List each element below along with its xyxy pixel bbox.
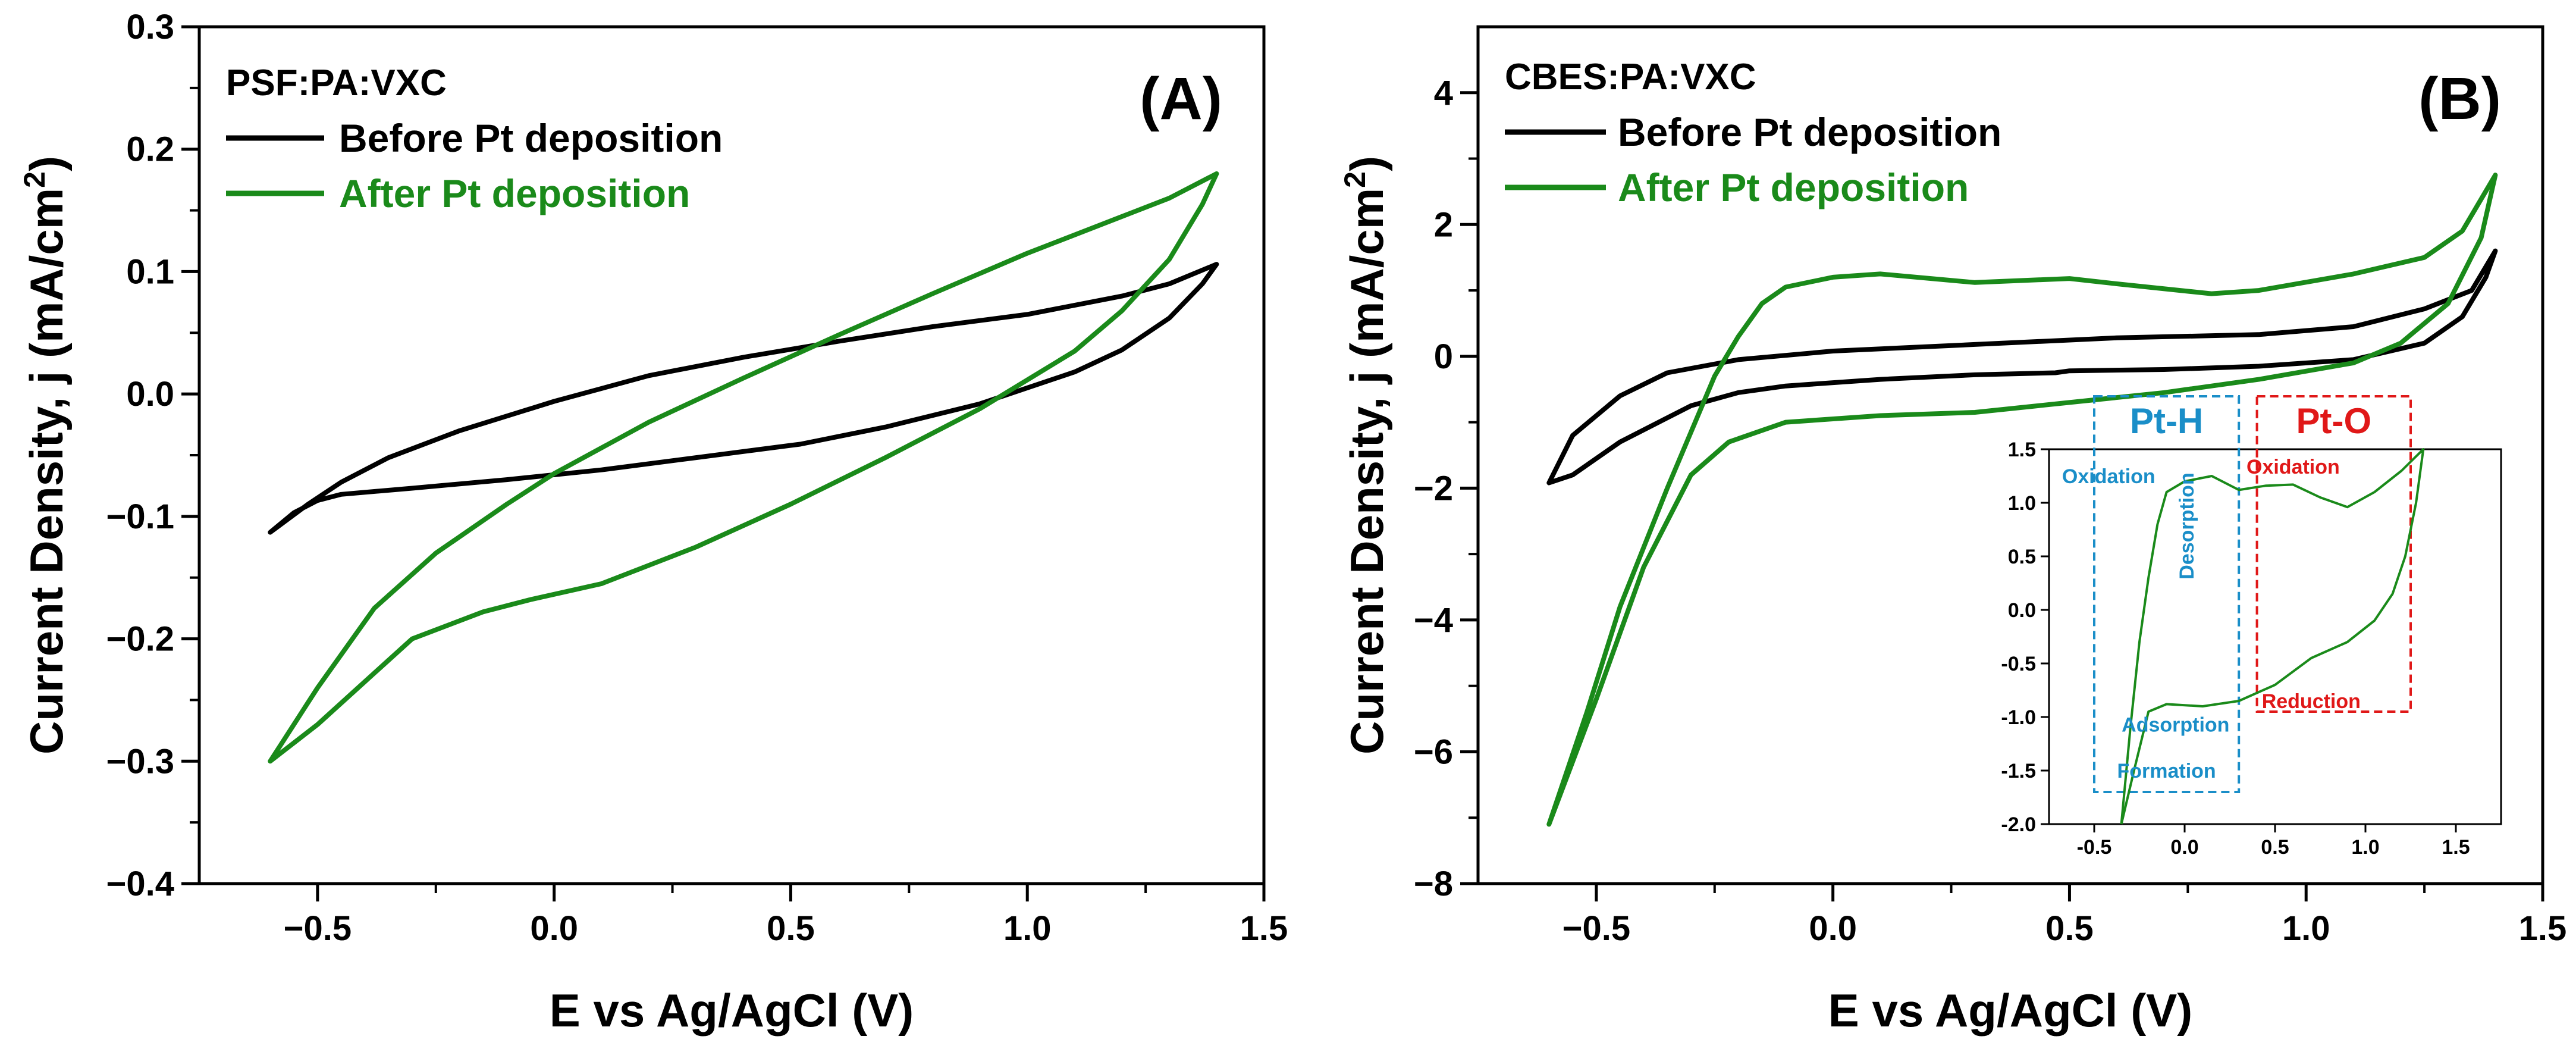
inset-y-tick-label: 0.5: [2008, 546, 2036, 568]
panel-b-legend: Before Pt deposition After Pt deposition: [1505, 110, 2001, 209]
series-after-line: [268, 171, 1219, 764]
panel-a-y-ticks: −0.4 −0.3 −0.2 −0.1 0.0 0.1 0.2 0.3: [106, 8, 199, 903]
x-tick-label: 0.0: [1809, 909, 1857, 948]
y-tick-label: −4: [1414, 601, 1453, 640]
y-tick-label: 0.1: [126, 252, 174, 291]
y-tick-label: 4: [1434, 74, 1453, 112]
panel-b: −0.5 0.0 0.5 1.0 1.5 −8 −6 −4 −2 0 2 4 (B) CBES:PA…: [1338, 25, 2567, 1037]
inset-y-tick-label: 0.0: [2008, 599, 2036, 622]
panel-b-legend-before-label: Before Pt deposition: [1618, 110, 2001, 154]
inset-x-tick-label: 1.0: [2351, 836, 2379, 859]
x-tick-label: 0.0: [530, 909, 578, 948]
y-tick-label: 2: [1434, 205, 1453, 244]
x-tick-label: 0.5: [767, 909, 815, 948]
panel-a-legend-before-label: Before Pt deposition: [339, 116, 723, 160]
inset-y-tick-label: -2.0: [2001, 813, 2036, 836]
y-tick-label: −0.1: [106, 497, 175, 536]
inset-y-tick-label: -0.5: [2001, 653, 2036, 675]
panel-a-y-axis-title-sup: 2: [18, 171, 51, 188]
x-tick-label: 1.5: [2519, 909, 2567, 948]
inset-plot-frame: [2048, 448, 2502, 825]
series-after-line: [1546, 173, 2498, 827]
inset-x-tick-label: 1.5: [2442, 836, 2470, 859]
y-tick-label: −0.4: [106, 865, 175, 903]
inset-x-tick-label: 0.5: [2261, 836, 2289, 859]
inset-annotation: Oxidation: [2062, 465, 2155, 488]
panel-b-sample-label: CBES:PA:VXC: [1505, 57, 1756, 98]
panel-a-y-axis-title: Current Density, j (mA/cm2): [18, 156, 73, 754]
panel-a-legend-after-label: After Pt deposition: [339, 171, 690, 215]
panel-a-legend: Before Pt deposition After Pt deposition: [226, 116, 723, 215]
inset-annotation: Adsorption: [2122, 714, 2229, 737]
inset-y-tick-label: -1.5: [2001, 760, 2036, 782]
pth-region-label: Pt-H: [2130, 401, 2203, 441]
panel-b-label: (B): [2418, 65, 2501, 132]
x-tick-label: 1.0: [2282, 909, 2330, 948]
x-tick-label: −0.5: [284, 909, 352, 948]
y-tick-label: −2: [1414, 469, 1453, 508]
pto-region-label: Pt-O: [2296, 401, 2371, 441]
inset-x-tick-label: -0.5: [2077, 836, 2112, 859]
series-before-line: [1546, 248, 2498, 486]
panel-b-x-ticks: −0.5 0.0 0.5 1.0 1.5: [1562, 884, 2567, 948]
panel-b-series: [1546, 173, 2498, 827]
panel-a-series: [268, 171, 1219, 764]
x-tick-label: 1.0: [1003, 909, 1052, 948]
y-tick-label: −0.3: [106, 742, 175, 781]
inset-annotation: Oxidation: [2246, 456, 2340, 478]
panel-b-y-axis-title: Current Density, j (mA/cm2): [1338, 156, 1393, 754]
y-tick-label: 0.0: [126, 375, 174, 414]
pth-region-box: [2093, 395, 2241, 793]
panel-a-y-axis-title-main: Current Density, j (mA/cm: [20, 188, 73, 754]
y-tick-label: 0: [1434, 337, 1453, 376]
panel-b-y-ticks: −8 −6 −4 −2 0 2 4: [1414, 74, 1478, 903]
inset-x-tick-label: 0.0: [2170, 836, 2198, 859]
inset-y-ticks: -2.0 -1.5 -1.0 -0.5 0.0 0.5 1.0 1.5: [2001, 439, 2049, 836]
inset-annotation: Reduction: [2262, 690, 2361, 713]
inset-y-tick-label: 1.0: [2008, 492, 2036, 515]
inset-series: [2120, 448, 2425, 825]
y-tick-label: −8: [1414, 865, 1453, 903]
panel-b-y-axis-title-main: Current Density, j (mA/cm: [1341, 188, 1393, 754]
panel-b-x-axis-title: E vs Ag/AgCl (V): [1828, 984, 2193, 1037]
series-before-line: [268, 262, 1219, 535]
inset-y-tick-label: 1.5: [2008, 439, 2036, 461]
x-tick-label: 0.5: [2045, 909, 2094, 948]
inset-y-tick-label: -1.0: [2001, 706, 2036, 729]
inset-annotations: Oxidation Desorption Adsorption Formation Ox…: [2062, 456, 2361, 782]
panel-b-inset: -0.5 0.0 0.5 1.0 1.5 -2.0 -1.5 -1.0 -0.5 0.0 0.5 1…: [2001, 395, 2502, 859]
panel-a-x-ticks: −0.5 0.0 0.5 1.0 1.5: [284, 884, 1288, 948]
x-tick-label: −0.5: [1562, 909, 1631, 948]
inset-annotation: Desorption: [2176, 472, 2198, 579]
pto-region-box: [2255, 395, 2412, 713]
y-tick-label: 0.3: [126, 8, 174, 46]
inset-x-ticks: -0.5 0.0 0.5 1.0 1.5: [2077, 824, 2470, 859]
panel-b-legend-after-label: After Pt deposition: [1618, 165, 1969, 209]
panel-a-y-axis-title-end: ): [20, 156, 73, 171]
panel-a-label: (A): [1140, 65, 1222, 132]
inset-annotation: Formation: [2117, 760, 2216, 782]
panel-a-x-axis-title: E vs Ag/AgCl (V): [550, 984, 914, 1037]
panel-b-plot-frame: [1476, 25, 2544, 885]
panel-b-y-axis-title-sup: 2: [1338, 171, 1372, 188]
panel-a: −0.5 0.0 0.5 1.0 1.5 −0.4 −0.3 −0.2 −0.1 0.0 0.1 0…: [18, 8, 1288, 1037]
inset-after-line: [2120, 448, 2425, 825]
x-tick-label: 1.5: [1240, 909, 1288, 948]
panel-a-sample-label: PSF:PA:VXC: [226, 62, 447, 104]
panel-b-y-axis-title-end: ): [1341, 156, 1393, 171]
y-tick-label: −0.2: [106, 620, 175, 659]
y-tick-label: −6: [1414, 732, 1453, 771]
inset-region-boxes: Pt-H Pt-O: [2093, 395, 2412, 793]
y-tick-label: 0.2: [126, 130, 174, 169]
